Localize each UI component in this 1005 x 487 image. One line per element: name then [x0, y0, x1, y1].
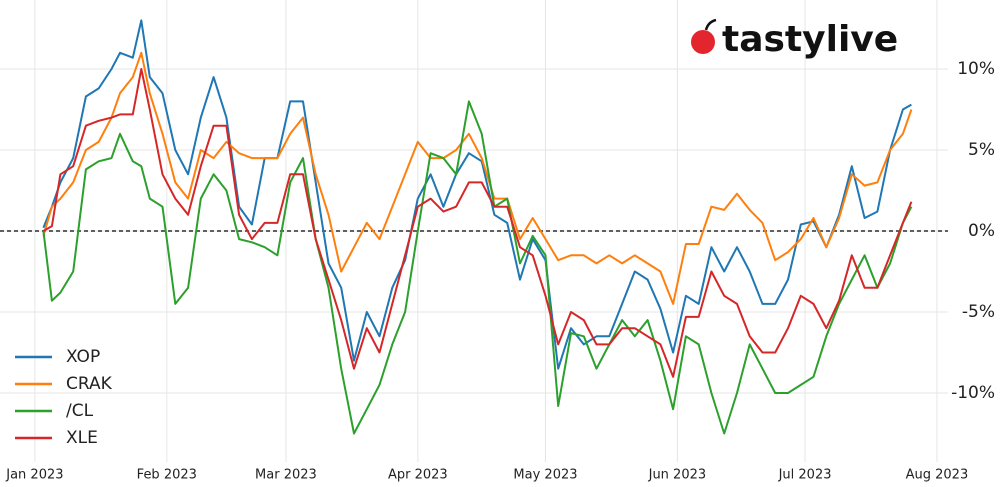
y-tick-label: 5% — [968, 140, 995, 160]
series-line — [42, 100, 913, 435]
series-line — [42, 19, 912, 370]
x-tick-label: Mar 2023 — [255, 468, 317, 483]
y-tick-label: -5% — [962, 302, 995, 322]
x-tick-label: Jun 2023 — [648, 468, 707, 483]
y-tick-label: 10% — [957, 59, 995, 79]
legend-label: CRAK — [66, 374, 113, 394]
x-tick-label: Feb 2023 — [137, 468, 197, 483]
x-tick-label: Aug 2023 — [906, 468, 969, 483]
y-tick-label: 0% — [968, 221, 995, 241]
logo-text: tastylive — [722, 19, 898, 60]
x-tick-label: Apr 2023 — [388, 468, 448, 483]
x-tick-label: Jan 2023 — [5, 468, 63, 483]
x-tick-label: May 2023 — [513, 468, 577, 483]
legend-label: XOP — [66, 347, 100, 367]
y-tick-label: -10% — [951, 383, 995, 403]
logo-icon — [691, 30, 715, 54]
series-line — [42, 51, 913, 305]
logo: tastylive — [691, 18, 898, 60]
logo-stem — [704, 18, 717, 31]
series-line — [42, 68, 913, 378]
legend-label: XLE — [66, 428, 98, 448]
legend-label: /CL — [66, 401, 94, 421]
x-tick-label: Jul 2023 — [778, 468, 832, 483]
